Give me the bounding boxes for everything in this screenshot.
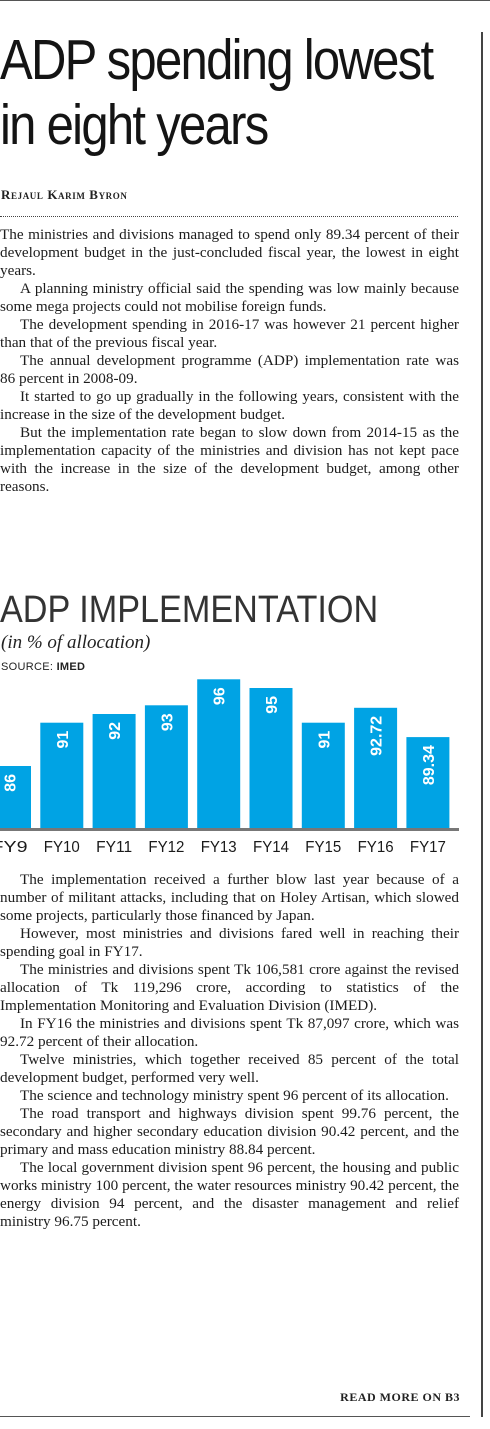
bar-value-label: 92.72: [369, 716, 386, 756]
article-body-bottom: The implementation received a further bl…: [0, 871, 459, 1231]
x-tick-label: FY13: [201, 839, 237, 856]
column-rule: [481, 32, 483, 1417]
bar-value-label: 92: [107, 722, 124, 740]
bar-fy9: [0, 766, 31, 828]
article-body-top: The ministries and divisions managed to …: [0, 226, 459, 496]
chart-source-label: SOURCE:: [1, 661, 54, 673]
paragraph: The development spending in 2016-17 was …: [0, 316, 459, 351]
paragraph: A planning ministry official said the sp…: [0, 280, 459, 315]
bar-fy14: [249, 688, 293, 828]
paragraph: The ministries and divisions managed to …: [0, 226, 459, 279]
x-tick-label: FY12: [148, 839, 184, 856]
bar-value-label: 91: [316, 731, 333, 749]
bar-value-label: 91: [55, 731, 72, 749]
x-axis-line: [0, 828, 459, 831]
headline: ADP spending lowest in eight years: [0, 28, 434, 158]
paragraph: Twelve ministries, which together receiv…: [0, 1051, 459, 1086]
bar-chart: 86 FY9 91 FY10 92 FY11 93 FY12 96 FY13 95 FY14 91 FY1…: [0, 679, 459, 856]
bar-fy12: [144, 705, 188, 828]
paragraph: The implementation received a further bl…: [0, 871, 459, 924]
chart-source: SOURCE: IMED: [1, 661, 85, 673]
paragraph: The science and technology ministry spen…: [20, 1087, 449, 1104]
chart-title: ADP IMPLEMENTATION: [0, 589, 379, 631]
chart-source-name: IMED: [56, 661, 86, 673]
headline-line-2: in eight years: [0, 93, 269, 157]
bar-fy11: [92, 714, 136, 828]
bar-fy13: [197, 679, 241, 828]
paragraph: The annual development programme (ADP) i…: [0, 352, 459, 387]
x-tick-label: FY17: [410, 839, 446, 856]
paragraph: However, most ministries and divisions f…: [0, 925, 459, 960]
chart-subtitle: (in % of allocation): [1, 632, 151, 653]
paragraph: The local government division spent 96 p…: [0, 1159, 459, 1230]
x-tick-label: FY11: [96, 839, 132, 856]
read-more-link[interactable]: READ MORE ON B3: [340, 1390, 460, 1404]
x-tick-label: FY10: [44, 839, 80, 856]
paragraph: But the implementation rate began to slo…: [0, 424, 459, 495]
bar-fy17: [406, 737, 450, 828]
bar-value-label: 86: [3, 774, 20, 792]
x-tick-label: FY9: [0, 839, 28, 856]
headline-line-1: ADP spending lowest: [0, 28, 434, 92]
x-tick-label: FY14: [253, 839, 289, 856]
bar-value-label: 96: [212, 687, 229, 705]
paragraph: It started to go up gradually in the fol…: [0, 388, 459, 423]
top-rule: [0, 0, 490, 1]
bar-fy16: [354, 707, 398, 828]
bar-fy10: [40, 722, 84, 828]
paragraph: In FY16 the ministries and divisions spe…: [0, 1015, 459, 1050]
bar-value-label: 95: [264, 696, 281, 714]
bottom-rule: [0, 1416, 470, 1417]
byline-divider: [0, 216, 458, 217]
x-tick-label: FY16: [358, 839, 394, 856]
bar-fy15: [301, 722, 345, 828]
bar-value-label: 89.34: [421, 745, 438, 785]
paragraph: The road transport and highways division…: [0, 1105, 459, 1158]
bar-value-label: 93: [159, 713, 176, 731]
paragraph: The ministries and divisions spent Tk 10…: [0, 961, 459, 1014]
byline: Rejaul Karim Byron: [1, 187, 128, 202]
x-tick-label: FY15: [305, 839, 341, 856]
